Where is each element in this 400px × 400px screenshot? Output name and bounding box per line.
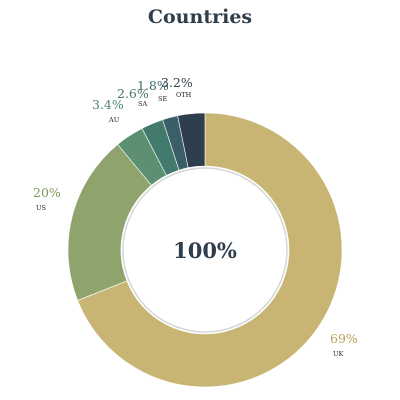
slice-uk bbox=[77, 112, 343, 388]
category-label-sa: SA bbox=[138, 100, 147, 108]
category-label-uk: UK bbox=[333, 350, 343, 358]
value-label-sa: 2.6% bbox=[117, 86, 149, 101]
value-label-au: 3.4% bbox=[92, 97, 124, 112]
chart-title: Countries bbox=[147, 6, 253, 28]
category-label-oth: OTH bbox=[176, 91, 192, 99]
value-label-oth: 3.2% bbox=[161, 75, 193, 90]
slice-oth bbox=[177, 112, 206, 169]
labels-group: 69% UK 20% US 3.4% AU 2.6%SA 1.8% SE 3.2%OTH bbox=[33, 75, 358, 358]
value-label-uk: 69% bbox=[330, 331, 358, 346]
inner-ring bbox=[122, 167, 288, 333]
center-label: 100% bbox=[173, 238, 237, 263]
value-label-se: 1.8% bbox=[137, 78, 169, 93]
slices-group bbox=[67, 112, 343, 388]
category-label-us: US bbox=[36, 204, 46, 212]
value-label-us: 20% bbox=[33, 185, 61, 200]
category-label-au: AU bbox=[108, 116, 120, 124]
category-label-se: SE bbox=[158, 95, 167, 103]
